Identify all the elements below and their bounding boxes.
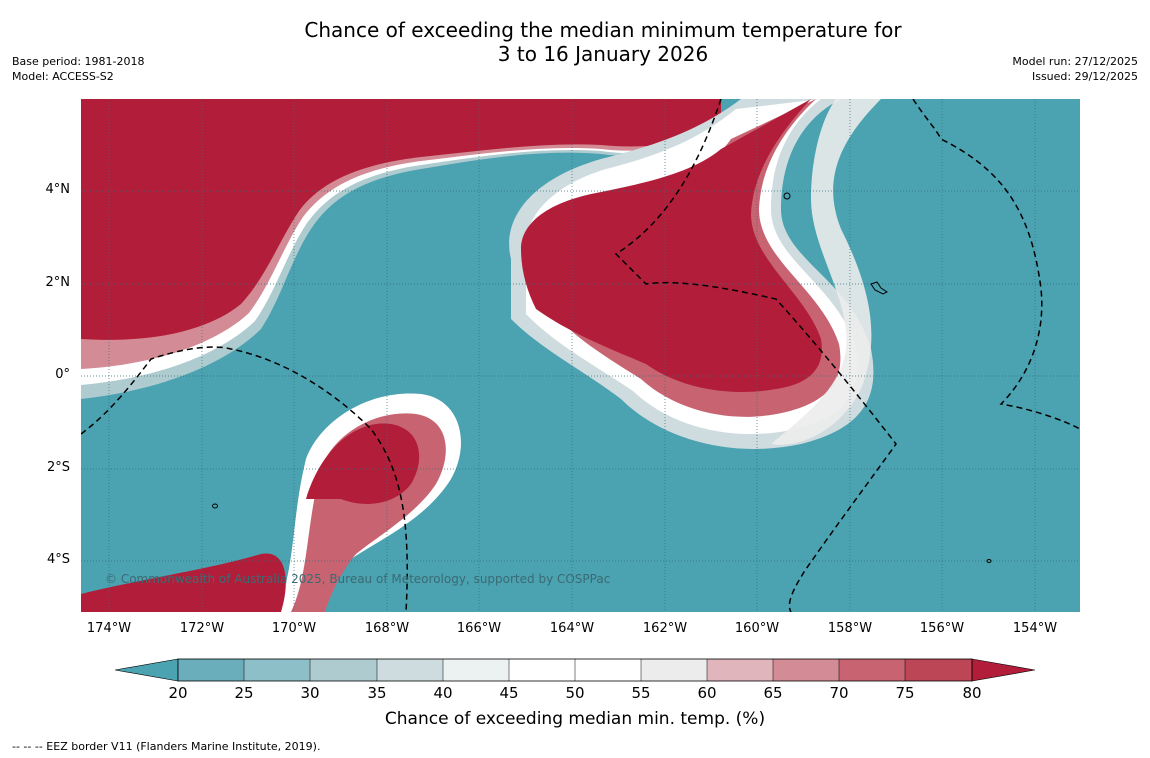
base-period: Base period: 1981-2018 [12, 55, 145, 68]
islands [212, 192, 992, 563]
meta-left: Base period: 1981-2018 Model: ACCESS-S2 [12, 54, 144, 84]
title-line-2: 3 to 16 January 2026 [497, 42, 709, 66]
colorbar-segment [310, 659, 377, 681]
colorbar-segment [443, 659, 509, 681]
title-line-1: Chance of exceeding the median minimum t… [304, 18, 902, 42]
issued-date: Issued: 29/12/2025 [1031, 70, 1138, 83]
colorbar-tick: 80 [962, 684, 982, 702]
colorbar [115, 658, 1035, 682]
colorbar-under-arrow [115, 658, 179, 682]
eez-legend-note: -- -- -- EEZ border V11 (Flanders Marine… [12, 740, 321, 753]
colorbar-label: Chance of exceeding median min. temp. (%… [384, 709, 766, 729]
colorbar-segment [575, 659, 641, 681]
lat-tick: 2°N [45, 275, 71, 290]
lon-tick: 162°W [642, 621, 688, 636]
lat-tick: 4°N [45, 182, 71, 197]
map-svg [81, 99, 1080, 612]
lon-tick: 174°W [86, 621, 132, 636]
lon-tick: 170°W [271, 621, 317, 636]
lon-tick: 154°W [1012, 621, 1058, 636]
colorbar-tick: 60 [697, 684, 717, 702]
contour-central-80 [521, 99, 822, 392]
colorbar-tick: 65 [763, 684, 783, 702]
meta-right: Model run: 27/12/2025 Issued: 29/12/2025 [1012, 54, 1138, 84]
colorbar-segment [377, 659, 443, 681]
contour-south-80 [306, 423, 420, 504]
colorbar-tick: 75 [895, 684, 915, 702]
colorbar-tick: 35 [367, 684, 387, 702]
contour-sw-80 [81, 553, 286, 612]
colorbar-tick: 25 [234, 684, 254, 702]
colorbar-tick: 40 [433, 684, 453, 702]
colorbar-segment [509, 659, 575, 681]
colorbar-segment [773, 659, 839, 681]
colorbar-tick: 50 [565, 684, 585, 702]
lat-tick: 4°S [46, 552, 70, 567]
colorbar-tick: 30 [300, 684, 320, 702]
lon-tick: 166°W [456, 621, 502, 636]
map-panel[interactable] [81, 99, 1080, 612]
lon-tick: 160°W [734, 621, 780, 636]
contour-east-band [771, 99, 881, 445]
lat-tick: 2°S [46, 460, 70, 475]
colorbar-segment [839, 659, 905, 681]
colorbar-dividers [243, 659, 906, 681]
copyright-notice: © Commonwealth of Australia 2025, Bureau… [105, 572, 611, 586]
colorbar-segment [707, 659, 773, 681]
colorbar-segment [178, 659, 244, 681]
colorbar-tick: 70 [829, 684, 849, 702]
lon-tick: 164°W [549, 621, 595, 636]
colorbar-segment [244, 659, 310, 681]
chart-title: Chance of exceeding the median minimum t… [0, 18, 1150, 66]
colorbar-segment [905, 659, 972, 681]
lat-tick: 0° [55, 367, 70, 382]
lon-tick: 158°W [827, 621, 873, 636]
lon-tick: 168°W [364, 621, 410, 636]
model-run: Model run: 27/12/2025 [1012, 55, 1138, 68]
colorbar-segment [641, 659, 707, 681]
colorbar-tick: 45 [499, 684, 519, 702]
colorbar-over-arrow [971, 658, 1035, 682]
colorbar-tick: 20 [168, 684, 188, 702]
colorbar-tick: 55 [631, 684, 651, 702]
eez-borders [81, 99, 1080, 612]
lon-tick: 156°W [919, 621, 965, 636]
contour-nw-80 [81, 99, 721, 340]
model-name: Model: ACCESS-S2 [12, 70, 114, 83]
lon-tick: 172°W [179, 621, 225, 636]
